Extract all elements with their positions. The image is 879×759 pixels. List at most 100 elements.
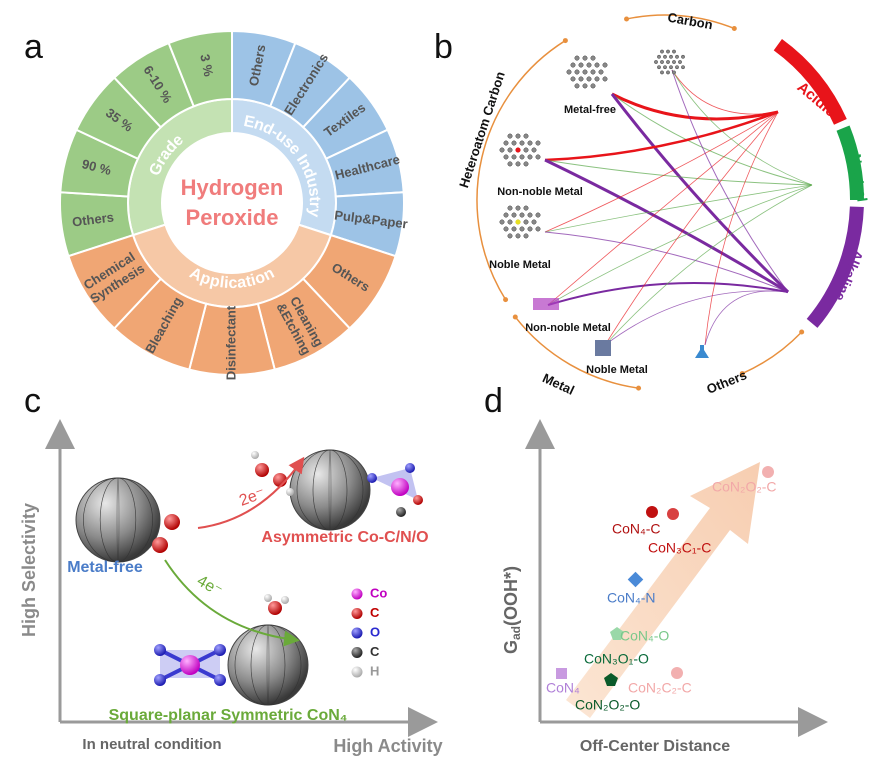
legend-label: Co [370,585,387,600]
point-label: CoN₂O₂-O [575,697,640,713]
atom [527,212,533,218]
asymmetric-label: Asymmetric Co-C/N/O [261,529,428,546]
atom [669,65,673,70]
atom [660,49,664,54]
atom [663,65,667,70]
atom [654,60,658,64]
atom [672,70,676,75]
atom [602,76,608,82]
atom [405,463,415,473]
legend-label: H [370,663,379,678]
atom [515,147,521,153]
arc-end [503,297,509,303]
atom [286,488,294,496]
point [646,506,658,518]
point-label: CoN₃O₁-O [584,651,649,667]
chord [544,110,779,162]
chord [704,290,789,346]
atom [657,54,661,59]
point-label: CoN₄-O [620,628,669,644]
b-label: Carbon [666,10,713,33]
atom [602,62,608,68]
chord [604,184,813,346]
atom [570,76,576,82]
chord [604,290,789,346]
atom [535,226,541,232]
b-label: Metal [540,370,576,398]
two-e-label: 2e⁻ [237,485,267,510]
atom [511,154,517,160]
atom [681,65,685,70]
center-circle [162,133,302,273]
arc-end [512,314,518,320]
chord [547,282,789,306]
metal-arc [514,316,639,389]
atom [531,147,537,153]
point [556,668,567,679]
chord [604,111,779,346]
y-axis-label-rest: (OOH*) [501,566,521,626]
atom [666,60,670,64]
atom [511,140,517,146]
atom [523,233,529,239]
alkaline-arc [806,206,864,328]
y-axis-label: Gad(OOH*) [501,566,523,654]
atom [535,154,541,160]
chord [671,69,779,115]
atom [255,463,269,477]
atom [586,62,592,68]
outer-segment [67,233,163,330]
b-label: Metal-free [564,104,616,116]
atom [180,655,200,675]
chord [544,159,813,186]
legend-label: O [370,624,380,639]
atom [675,54,679,59]
b-label: Non-noble Metal [497,186,583,198]
atom [566,69,572,75]
atom [503,154,509,160]
atom [351,647,363,658]
atom [152,537,168,553]
atom [523,147,529,153]
chord [544,184,813,233]
fullerene-grid [83,477,153,563]
four-e-arrow [164,559,300,647]
atom [574,69,580,75]
atom [515,205,521,211]
condition-label: In neutral condition [82,736,221,753]
trend-arrow [566,462,760,718]
atom [154,644,166,656]
atom [413,495,423,505]
b-label: Neutral [848,153,871,203]
atom [519,212,525,218]
atom [367,473,377,483]
atom [251,451,259,459]
molecule-icon [595,340,611,356]
atom [519,226,525,232]
point-label: CoN₄-N [607,590,656,606]
arc-end [731,25,737,31]
atom [672,49,676,54]
chord [544,111,779,233]
chord [671,69,789,293]
arc-end [636,385,642,391]
atom [527,140,533,146]
atom [582,55,588,61]
atom [511,226,517,232]
fullerene-grid [234,624,302,706]
atom [507,205,513,211]
chord [704,111,779,346]
atom [527,154,533,160]
atom [154,674,166,686]
segment-label: Disinfectant [223,305,238,380]
panel-letter: b [434,28,453,66]
atom [507,219,513,225]
chord [671,69,813,186]
atom [503,140,509,146]
arc-end [624,16,630,22]
atom [351,608,363,619]
atom [535,140,541,146]
atom [523,219,529,225]
